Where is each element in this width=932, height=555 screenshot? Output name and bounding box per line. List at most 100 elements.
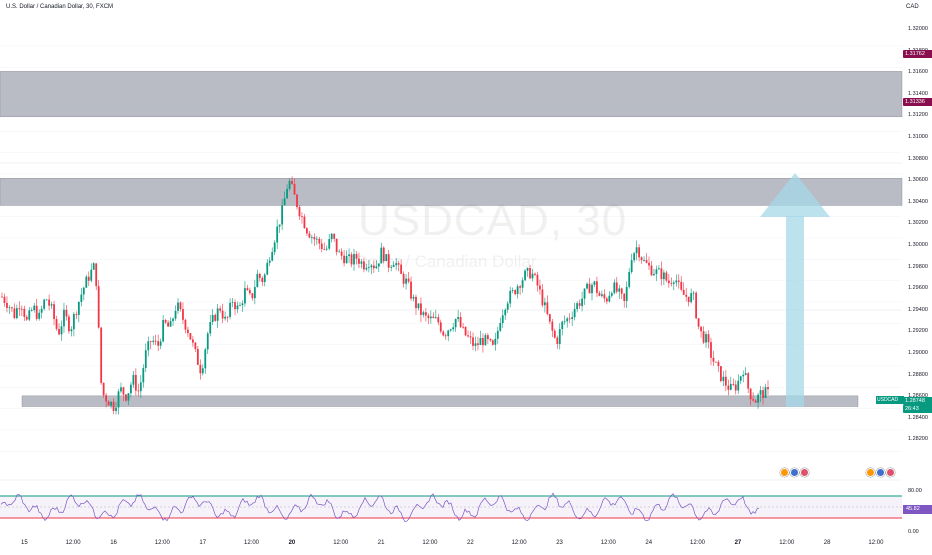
zone-rect xyxy=(0,71,903,118)
candle-body xyxy=(144,350,147,369)
candle-body xyxy=(737,380,740,391)
zones xyxy=(0,71,903,407)
candle-body xyxy=(40,308,43,313)
candle-body xyxy=(682,289,685,295)
candle-body xyxy=(412,296,415,299)
event-icon[interactable] xyxy=(886,468,895,477)
candle-body xyxy=(586,283,588,289)
event-icon[interactable] xyxy=(876,468,885,477)
event-icons-group-1[interactable] xyxy=(780,468,809,477)
candle-body xyxy=(417,303,420,309)
candle-body xyxy=(605,298,608,302)
time-axis-label: 12:00 xyxy=(779,540,795,546)
candle-body xyxy=(239,305,241,306)
candle-body xyxy=(598,292,601,296)
candle-body xyxy=(526,268,529,271)
candle-body xyxy=(695,292,698,319)
candle-body xyxy=(524,270,526,281)
candle-body xyxy=(719,366,722,382)
candle-body xyxy=(189,333,192,340)
price-axis-label: 1.29600 xyxy=(908,285,928,292)
candle-body xyxy=(132,374,135,385)
event-icon[interactable] xyxy=(790,468,799,477)
candle-body xyxy=(638,247,640,258)
candle-body xyxy=(55,319,58,329)
candle-body xyxy=(630,260,633,273)
time-axis-label: 12:00 xyxy=(154,540,170,546)
candle-body xyxy=(432,316,435,319)
time-axis-label: 12:00 xyxy=(333,540,349,546)
candle-body xyxy=(477,343,479,345)
candle-body xyxy=(506,303,509,310)
candle-body xyxy=(172,318,174,322)
event-icon[interactable] xyxy=(800,468,809,477)
candle-body xyxy=(583,288,586,299)
candle-body xyxy=(410,281,412,299)
candle-body xyxy=(620,288,623,294)
candle-body xyxy=(541,289,544,306)
candle-body xyxy=(87,276,90,281)
candle-body xyxy=(501,315,504,324)
candle-body xyxy=(514,290,517,295)
price-axis-label: 1.29800 xyxy=(908,263,928,270)
candle-body xyxy=(764,387,767,398)
candle-body xyxy=(727,385,730,390)
candle-body xyxy=(107,401,110,406)
candle-body xyxy=(75,314,78,315)
candle-body xyxy=(561,321,564,330)
candle-body xyxy=(382,247,385,262)
candle-body xyxy=(677,280,680,282)
candle-body xyxy=(705,334,707,343)
candle-body xyxy=(566,318,569,322)
grid xyxy=(0,45,902,452)
candle-body xyxy=(531,273,534,279)
event-icon[interactable] xyxy=(866,468,875,477)
candle-body xyxy=(345,256,348,264)
candle-body xyxy=(596,281,598,293)
candle-body xyxy=(591,284,593,294)
candle-body xyxy=(700,326,702,332)
price-axis-label: 1.30400 xyxy=(908,198,928,205)
candle-body xyxy=(355,254,358,259)
candle-body xyxy=(658,268,660,270)
candle-body xyxy=(715,361,717,363)
candle-body xyxy=(442,331,445,336)
candle-body xyxy=(447,330,450,337)
candle-body xyxy=(216,308,219,321)
candle-body xyxy=(105,395,108,402)
candle-body xyxy=(499,323,502,331)
candle-body xyxy=(603,294,606,299)
candle-body xyxy=(20,308,23,310)
candle-body xyxy=(697,318,700,327)
projection-arrow xyxy=(760,173,830,407)
upper-zone-bottom-tag: 1.31336 xyxy=(903,98,932,106)
candle-body xyxy=(50,304,53,306)
event-icon[interactable] xyxy=(780,468,789,477)
candle-body xyxy=(385,254,388,262)
candle-body xyxy=(147,341,150,351)
candle-body xyxy=(543,302,546,306)
candle-body xyxy=(710,342,712,358)
candle-body xyxy=(601,294,603,296)
price-axis-label: 1.30600 xyxy=(908,177,928,184)
candle-body xyxy=(8,307,11,309)
candle-body xyxy=(551,321,554,331)
candle-body xyxy=(283,198,286,206)
candle-body xyxy=(174,310,177,319)
candle-body xyxy=(244,288,246,304)
candle-body xyxy=(744,373,747,375)
candle-body xyxy=(380,247,383,264)
candle-body xyxy=(655,269,658,274)
zone-rect xyxy=(21,395,859,407)
candle-body xyxy=(365,267,368,270)
candle-body xyxy=(251,293,254,299)
candle-body xyxy=(28,310,31,320)
candle-body xyxy=(48,299,51,306)
candle-body xyxy=(724,376,727,386)
candle-body xyxy=(72,314,75,330)
event-icons-group-2[interactable] xyxy=(866,468,895,477)
candle-body xyxy=(263,274,266,283)
candle-body xyxy=(635,247,638,254)
